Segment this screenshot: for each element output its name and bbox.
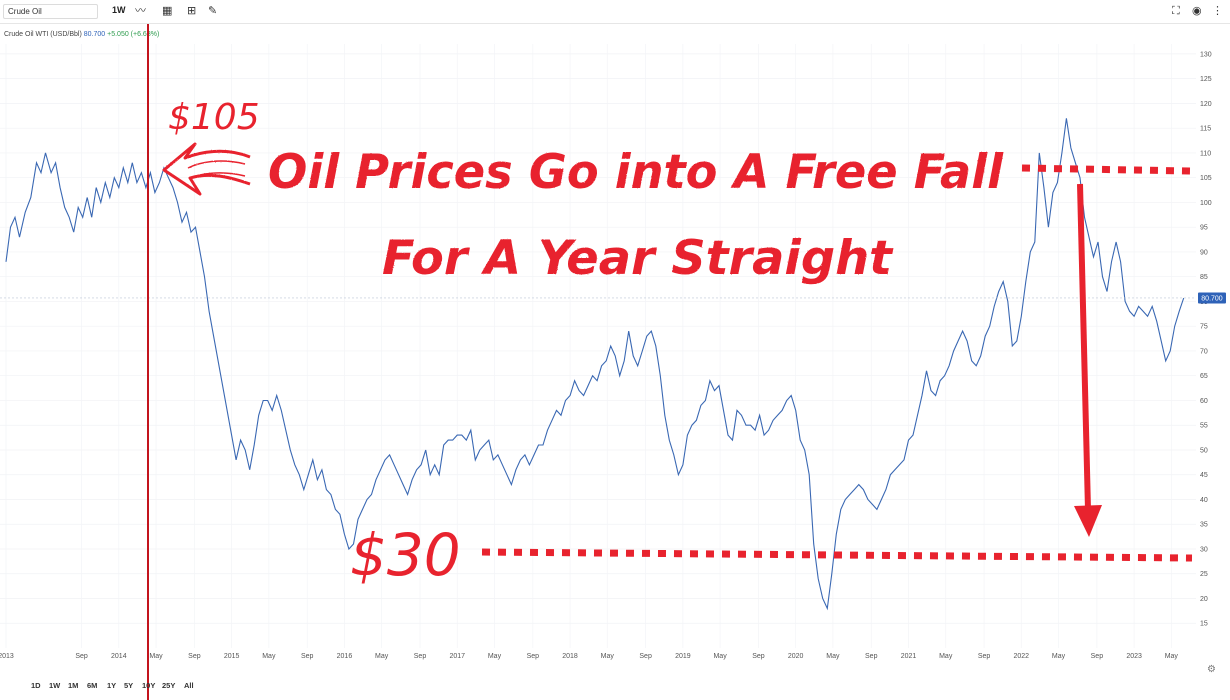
y-tick-label: 15: [1200, 621, 1208, 628]
y-tick-label: 50: [1200, 447, 1208, 454]
y-axis: 1520253035404550556065707580859095100105…: [1200, 51, 1212, 627]
y-tick-label: 75: [1200, 324, 1208, 331]
y-tick-label: 100: [1200, 200, 1212, 207]
x-tick-label: May: [262, 653, 276, 660]
price-series-line: [5, 118, 1185, 611]
x-tick-label: May: [1052, 653, 1066, 660]
x-tick-label: Sep: [414, 653, 427, 660]
y-tick-label: 95: [1200, 225, 1208, 232]
range-button-1w[interactable]: 1W: [49, 681, 61, 690]
x-tick-label: 2019: [675, 653, 691, 660]
y-tick-label: 45: [1200, 472, 1208, 479]
x-tick-label: Sep: [978, 653, 991, 660]
y-tick-label: 110: [1200, 150, 1211, 157]
x-tick-label: 2023: [1126, 653, 1142, 660]
x-tick-label: Sep: [527, 653, 540, 660]
y-tick-label: 55: [1200, 423, 1208, 430]
y-tick-label: 65: [1200, 373, 1208, 380]
y-tick-label: 40: [1200, 497, 1208, 504]
x-tick-label: Sep: [188, 653, 201, 660]
x-tick-label: May: [601, 653, 615, 660]
y-tick-label: 115: [1200, 126, 1211, 133]
x-tick-label: 2017: [449, 653, 465, 660]
range-button-1m[interactable]: 1M: [68, 681, 79, 690]
x-axis: 2013 Sep 2014 May Sep 2015 May Sep 2016 May Sep 201…: [0, 653, 1178, 660]
symbol-search-input[interactable]: [3, 4, 98, 19]
more-icon[interactable]: ⋮: [1212, 5, 1223, 17]
y-tick-label: 60: [1200, 398, 1208, 405]
x-tick-label: May: [375, 653, 389, 660]
x-tick-label: May: [713, 653, 727, 660]
x-tick-label: May: [488, 653, 502, 660]
headline-line-2: For A Year Straight: [382, 231, 894, 286]
high-dotted-line: [1021, 164, 1191, 175]
x-tick-label: 2022: [1014, 653, 1030, 660]
calendar-icon[interactable]: ▦: [162, 5, 173, 17]
grid-lines: [0, 44, 1196, 648]
x-tick-label: 2014: [111, 653, 127, 660]
last-price-tag: 80.700: [1198, 292, 1226, 304]
range-button-all[interactable]: All: [184, 681, 194, 690]
range-button-6m[interactable]: 6M: [87, 681, 98, 690]
x-tick-label: Sep: [75, 653, 88, 660]
y-tick-label: 105: [1200, 175, 1212, 182]
range-button-1d[interactable]: 1D: [31, 681, 41, 690]
series-legend: Crude Oil WTI (USD/Bbl) 80.700 +5.050 (+…: [4, 31, 159, 38]
low-dotted-line: [481, 548, 1193, 562]
series-value: 80.700: [83, 31, 106, 38]
low-price-label: $30: [350, 521, 461, 589]
headline-line-1: Oil Prices Go into A Free Fall: [268, 145, 1004, 200]
pencil-icon[interactable]: ✎: [208, 5, 218, 17]
y-tick-label: 125: [1200, 76, 1212, 83]
y-tick-label: 120: [1200, 101, 1212, 108]
x-tick-label: 2020: [788, 653, 804, 660]
chart-toolbar: 1W 〰 ▦ ⊞ ✎ ⛶ ◉ ⋮: [0, 0, 1230, 24]
eye-icon[interactable]: ◉: [1192, 5, 1202, 17]
series-change: +5.050 (+6.68%): [107, 31, 160, 38]
range-selector: 1D 1W 1M 6M 1Y 5Y 10Y 25Y All: [0, 676, 1230, 695]
high-price-label: $105: [168, 97, 260, 138]
x-tick-label: 2016: [337, 653, 353, 660]
x-tick-label: 2018: [562, 653, 578, 660]
y-tick-label: 70: [1200, 348, 1208, 355]
y-tick-label: 90: [1200, 249, 1208, 256]
interval-selector[interactable]: 1W: [112, 5, 126, 15]
y-tick-label: 20: [1200, 596, 1208, 603]
x-tick-label: Sep: [301, 653, 314, 660]
x-tick-label: 2013: [0, 653, 14, 660]
range-button-25y[interactable]: 25Y: [162, 681, 176, 690]
y-tick-label: 85: [1200, 274, 1208, 281]
x-tick-label: May: [149, 653, 163, 660]
last-price-text: 80.700: [1201, 295, 1223, 302]
x-tick-label: 2015: [224, 653, 240, 660]
y-tick-label: 25: [1200, 571, 1208, 578]
series-name: Crude Oil WTI (USD/Bbl): [4, 31, 82, 38]
settings-icon[interactable]: ⚙: [1207, 664, 1216, 675]
y-tick-label: 30: [1200, 546, 1208, 553]
y-tick-label: 130: [1200, 51, 1212, 58]
x-tick-label: Sep: [865, 653, 878, 660]
line-chart-icon[interactable]: 〰: [135, 5, 146, 17]
arrow-down-icon: [1074, 183, 1102, 537]
x-tick-label: May: [939, 653, 953, 660]
range-button-5y[interactable]: 5Y: [124, 681, 134, 690]
price-chart[interactable]: 1520253035404550556065707580859095100105…: [0, 24, 1230, 700]
y-tick-label: 35: [1200, 522, 1208, 529]
range-button-10y[interactable]: 10Y: [142, 681, 156, 690]
x-tick-label: May: [1165, 653, 1179, 660]
arrow-left-icon: [162, 142, 251, 196]
x-tick-label: 2021: [901, 653, 917, 660]
add-indicator-icon[interactable]: ⊞: [187, 5, 197, 17]
fullscreen-icon[interactable]: ⛶: [1172, 5, 1180, 17]
x-tick-label: Sep: [752, 653, 765, 660]
x-tick-label: Sep: [639, 653, 652, 660]
x-tick-label: Sep: [1091, 653, 1104, 660]
x-tick-label: May: [826, 653, 840, 660]
range-button-1y[interactable]: 1Y: [107, 681, 117, 690]
